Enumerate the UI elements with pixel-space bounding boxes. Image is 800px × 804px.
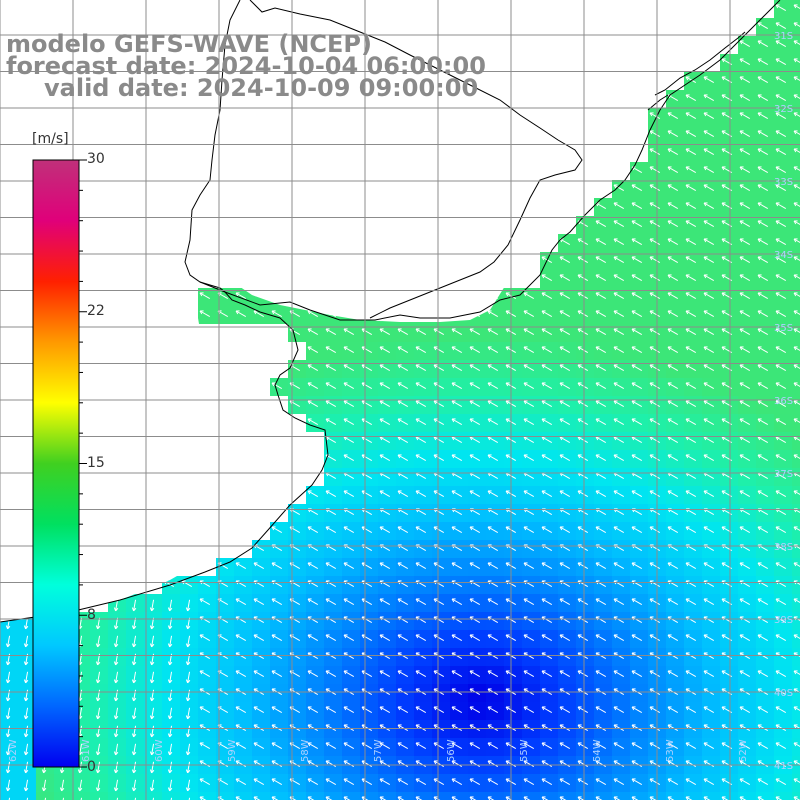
lon-label: 62W [8, 739, 19, 762]
field-cell [792, 252, 800, 270]
colorbar-tick-8: 8 [87, 607, 96, 623]
lat-label: 37S [774, 469, 793, 480]
field-cell [792, 378, 800, 396]
field-cell [792, 144, 800, 162]
field-cell [792, 468, 800, 486]
colorbar-tick-0: 0 [87, 759, 96, 775]
field-cell [792, 90, 800, 108]
lat-label: 33S [774, 177, 793, 188]
field-cell [792, 504, 800, 522]
field-cell [792, 414, 800, 432]
lat-label: 41S [774, 761, 793, 772]
colorbar-tick-22: 22 [87, 303, 105, 319]
lon-label: 53W [665, 739, 676, 762]
field-cell [792, 558, 800, 576]
lat-label: 40S [774, 688, 793, 699]
lat-label: 38S [774, 542, 793, 553]
field-cell [792, 702, 800, 720]
field-cell [792, 666, 800, 684]
lat-label: 31S [774, 31, 793, 42]
field-cell [792, 126, 800, 144]
field-cell [792, 522, 800, 540]
field-cell [792, 432, 800, 450]
field-cell [792, 738, 800, 756]
lat-label: 32S [774, 104, 793, 115]
field-cell [792, 306, 800, 324]
field-cell [792, 180, 800, 198]
field-cell [792, 162, 800, 180]
field-cell [792, 612, 800, 630]
lat-label: 36S [774, 396, 793, 407]
field-cell [792, 270, 800, 288]
lon-label: 60W [154, 739, 165, 762]
valid-date: valid date: 2024-10-09 09:00:00 [44, 76, 478, 100]
lon-label: 57W [373, 739, 384, 762]
field-cell [792, 198, 800, 216]
field-cell [792, 108, 800, 126]
colorbar-tick-15: 15 [87, 455, 105, 471]
field-cell [792, 540, 800, 558]
field-cell [792, 342, 800, 360]
field-cell [792, 450, 800, 468]
field-cell [792, 594, 800, 612]
field-cell [792, 18, 800, 36]
lon-label: 58W [300, 739, 311, 762]
colorbar-ramp [33, 160, 79, 767]
field-cell [792, 360, 800, 378]
field-cell [792, 72, 800, 90]
field-cell [792, 36, 800, 54]
lat-label: 34S [774, 250, 793, 261]
field-cell [792, 216, 800, 234]
field-cell [792, 774, 800, 792]
lon-label: 54W [592, 739, 603, 762]
colorbar-unit: [m/s] [32, 131, 69, 147]
field-cell [792, 576, 800, 594]
field-cell [792, 648, 800, 666]
colorbar-tick-30: 30 [87, 151, 105, 167]
field-cell [792, 630, 800, 648]
field-cell [792, 486, 800, 504]
colorbar [33, 160, 87, 767]
field-cell [792, 396, 800, 414]
lon-label: 56W [446, 739, 457, 762]
lon-label: 55W [519, 739, 530, 762]
field-cell [792, 0, 800, 18]
lat-label: 39S [774, 615, 793, 626]
field-cell [792, 792, 800, 800]
lon-label: 59W [227, 739, 238, 762]
field-cell [792, 684, 800, 702]
lon-label: 52W [738, 739, 749, 762]
field-cell [792, 54, 800, 72]
field-cell [792, 234, 800, 252]
lat-label: 35S [774, 323, 793, 334]
